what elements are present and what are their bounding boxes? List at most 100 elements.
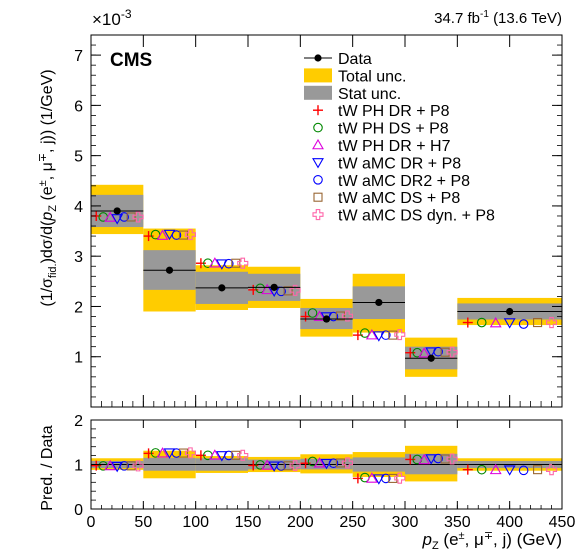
prediction-marker-shape [255,283,266,294]
prediction-marker [156,229,169,240]
prediction-marker [195,258,206,269]
ratio-prediction-marker-shape [476,464,487,475]
prediction-marker-shape [335,311,346,321]
ratio-prediction-marker [476,464,487,475]
prediction-marker [489,316,502,328]
ratio-prediction-marker [328,458,339,469]
legend-label: tW aMC DS dyn. + P8 [338,208,495,225]
ratio-prediction-marker [433,453,443,464]
ratio-prediction-marker-shape [132,460,144,472]
ratio-prediction-marker [335,458,346,468]
legend-entry: tW aMC DS + P8 [313,190,460,207]
prediction-marker-shape [503,318,516,329]
ratio-prediction-marker-shape [276,461,286,471]
legend-data-marker [314,54,322,62]
prediction-marker [503,318,516,329]
y-tick-label: 5 [74,149,83,166]
data-point [113,207,121,215]
ratio-prediction-marker [545,464,558,476]
ratio-y-tick-label: 2 [74,413,83,430]
legend-marker [312,138,324,150]
data-point [270,283,278,291]
legend-entry: Total unc. [304,68,406,85]
prediction-markers-ratio [91,447,558,485]
x-tick-label: 200 [287,514,314,531]
luminosity-label: 34.7 fb-1 (13.6 TeV) [434,9,562,27]
ratio-prediction-marker-shape [289,460,301,472]
prediction-marker-shape [231,258,241,268]
data-point [375,298,383,307]
ratio-prediction-marker [276,461,286,471]
ratio-prediction-marker-shape [184,447,196,459]
legend-marker [313,175,323,185]
ratio-prediction-marker-shape [178,448,189,458]
prediction-marker-shape [313,310,326,321]
ratio-prediction-marker-shape [503,465,516,476]
ratio-prediction-marker-shape [313,457,326,468]
ratio-prediction-marker [341,457,353,469]
legend-label: Stat unc. [338,86,401,103]
legend-label: Total unc. [338,68,406,85]
ratio-prediction-marker-shape [208,449,221,460]
ratio-prediction-marker [462,464,473,475]
ratio-prediction-marker-shape [231,450,241,460]
prediction-marker-shape [433,346,443,357]
prediction-marker [433,346,443,357]
ratio-prediction-marker-shape [381,473,391,484]
ratio-prediction-marker-shape [119,461,129,471]
ratio-prediction-marker [418,453,431,465]
experiment-label: CMS [110,50,152,71]
ratio-prediction-marker [178,448,189,458]
ratio-prediction-marker-shape [533,465,543,475]
prediction-markers-main [91,210,558,358]
legend-marker [313,105,323,116]
ratio-prediction-marker [446,453,458,465]
prediction-marker [405,347,416,358]
ratio-prediction-marker-shape [328,458,339,469]
prediction-marker [394,329,406,341]
ratio-prediction-marker [313,457,326,468]
prediction-marker-shape [328,311,339,322]
prediction-marker-shape [440,347,450,357]
prediction-marker [255,283,266,294]
ratio-prediction-marker-shape [418,453,431,465]
legend-marker [313,192,323,202]
prediction-marker-shape [489,316,502,328]
y-exponent: ×10-3 [92,7,132,29]
legend-entry: tW aMC DS dyn. + P8 [312,208,495,225]
y-tick-label: 1 [74,350,83,367]
legend-entry: tW PH DR + P8 [313,103,450,120]
prediction-marker [365,329,378,340]
prediction-marker [104,211,117,222]
prediction-marker [360,328,370,338]
prediction-marker [171,230,182,240]
prediction-marker [518,319,529,329]
ratio-prediction-marker [388,473,398,483]
ratio-prediction-marker [143,448,154,459]
data-point [427,354,435,362]
prediction-marker-shape [184,229,196,241]
x-tick-label: 450 [549,514,576,531]
prediction-marker [476,317,487,328]
legend-band-swatch [304,85,332,100]
ratio-prediction-marker [237,449,249,461]
x-tick-label: 50 [134,514,152,531]
ratio-prediction-marker [289,460,301,472]
x-axis-label: pZ (e±, μ∓, j) (GeV) [421,530,562,552]
ratio-prediction-marker [405,454,416,465]
ratio-prediction-marker-shape [388,473,398,483]
y-tick-label: 7 [74,48,83,65]
y-tick-label: 3 [74,249,83,266]
legend-label: tW aMC DS + P8 [338,190,460,207]
ratio-prediction-marker-shape [545,464,558,476]
y-tick-label: 2 [74,299,83,316]
prediction-marker [307,308,318,318]
ratio-prediction-marker [91,460,102,471]
prediction-marker [261,283,274,295]
ratio-y-tick-label: 1 [74,458,83,475]
legend-label: Data [338,51,372,68]
ratio-prediction-marker [503,465,516,476]
ratio-prediction-marker [394,472,406,484]
ratio-prediction-marker-shape [126,461,136,471]
